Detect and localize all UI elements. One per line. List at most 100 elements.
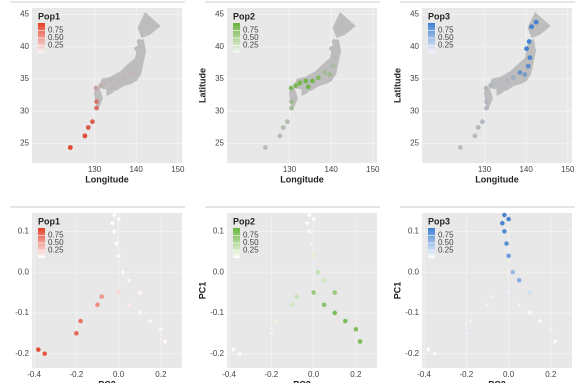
sample-point [499,220,505,226]
sample-point [467,318,474,324]
sample-point [330,63,336,69]
x-tick-label: 0.0 [503,370,515,379]
x-tick-label: 140 [129,165,143,174]
sample-point [338,19,344,25]
x-tick-label: 130 [478,165,492,174]
sample-point [432,351,438,357]
colorbar-label: 0.25 [243,41,259,50]
sample-point [548,326,554,332]
sample-point [82,133,88,139]
colorbar-label: 0.50 [438,33,454,42]
sample-point [311,289,317,296]
colorbar-label: 0.75 [438,231,454,240]
x-tick-label: 140 [324,165,338,174]
x-tick-label: 0.0 [113,370,125,379]
sample-point [506,216,512,222]
legend-title: Pop2 [233,216,255,226]
sample-point [116,289,122,296]
y-axis-title: PC1 [197,282,207,300]
sample-point [113,240,120,247]
legend-title: Pop1 [38,216,60,226]
sample-point [524,46,529,52]
sample-point [322,70,328,75]
sample-point [111,228,117,234]
sample-point [484,105,489,111]
plot-background [32,213,182,368]
y-tick-label: -0.2 [405,349,419,358]
colorbar-label: 0.50 [243,33,259,42]
y-tick-label: 35 [410,74,419,83]
y-tick-label: 35 [215,74,224,83]
sample-point [503,240,510,247]
y-tick-label: 40 [215,42,224,51]
sample-point [67,145,73,150]
sample-point [120,75,126,81]
x-axis-title: Longitude [475,174,519,184]
sample-point [99,294,105,300]
sample-point [332,55,338,61]
x-tick-label: -0.4 [27,370,41,379]
sample-point [162,338,168,345]
sample-point [304,220,310,226]
y-tick-label: 0.1 [408,226,420,235]
sample-point [510,269,516,275]
sample-point [472,133,478,139]
plot-background [422,213,572,368]
sample-point [463,330,469,336]
y-tick-label: 0.1 [18,226,30,235]
sample-point [483,85,489,91]
sample-point [484,302,491,308]
sample-point [126,277,132,283]
panel: 130 140 150 25 30 35 40 45 Longitude Latitude Pop3… [392,1,575,184]
x-tick-label: 140 [519,165,533,174]
sample-point [272,318,279,324]
sample-point [116,216,122,222]
sample-point [132,72,138,77]
sample-point [516,277,522,283]
colorbar-label: 0.25 [438,246,454,255]
sample-point [500,84,506,90]
sample-point [506,289,512,296]
x-tick-label: -0.2 [459,370,473,379]
sample-point [315,269,321,275]
sample-point [42,351,48,357]
x-tick-label: 0.2 [545,370,557,379]
panel: 130 140 150 25 30 35 40 45 Longitude Pop1 0.750.50… [10,1,185,184]
sample-point [94,105,99,111]
sample-point [120,269,126,275]
y-tick-label: 30 [20,106,29,115]
sample-point [492,80,498,86]
y-tick-label: -0.1 [15,308,29,317]
sample-point [353,326,359,332]
sample-point [510,75,516,81]
y-tick-label: -0.2 [15,349,29,358]
sample-point [102,80,108,86]
x-tick-label: 150 [561,165,575,174]
sample-point [501,228,507,234]
sample-point [357,338,363,345]
sample-point [484,99,489,105]
sample-point [110,84,116,90]
x-tick-label: 150 [366,165,380,174]
colorbar-label: 0.75 [438,26,454,35]
sample-point [311,253,317,259]
sample-point [310,78,315,84]
sample-point [315,75,321,81]
sample-point [277,133,283,139]
sample-point [137,289,143,296]
sample-point [285,119,290,125]
sample-point [506,253,512,259]
panel: -0.4 -0.2 0.0 0.2 0.1 0.0 -0.1 -0.2 PC2 PC1 Pop3 0.… [392,206,575,383]
colorbar-label: 0.25 [438,41,454,50]
sample-point [529,24,534,30]
sample-point [425,347,431,353]
sample-point [516,302,522,308]
x-tick-label: 130 [88,165,102,174]
x-tick-label: 150 [171,165,185,174]
sample-point [111,212,117,218]
colorbar-label: 0.25 [48,246,64,255]
x-tick-label: -0.4 [222,370,236,379]
sample-point [230,347,236,353]
sample-point [293,83,299,88]
sample-point [134,46,139,52]
